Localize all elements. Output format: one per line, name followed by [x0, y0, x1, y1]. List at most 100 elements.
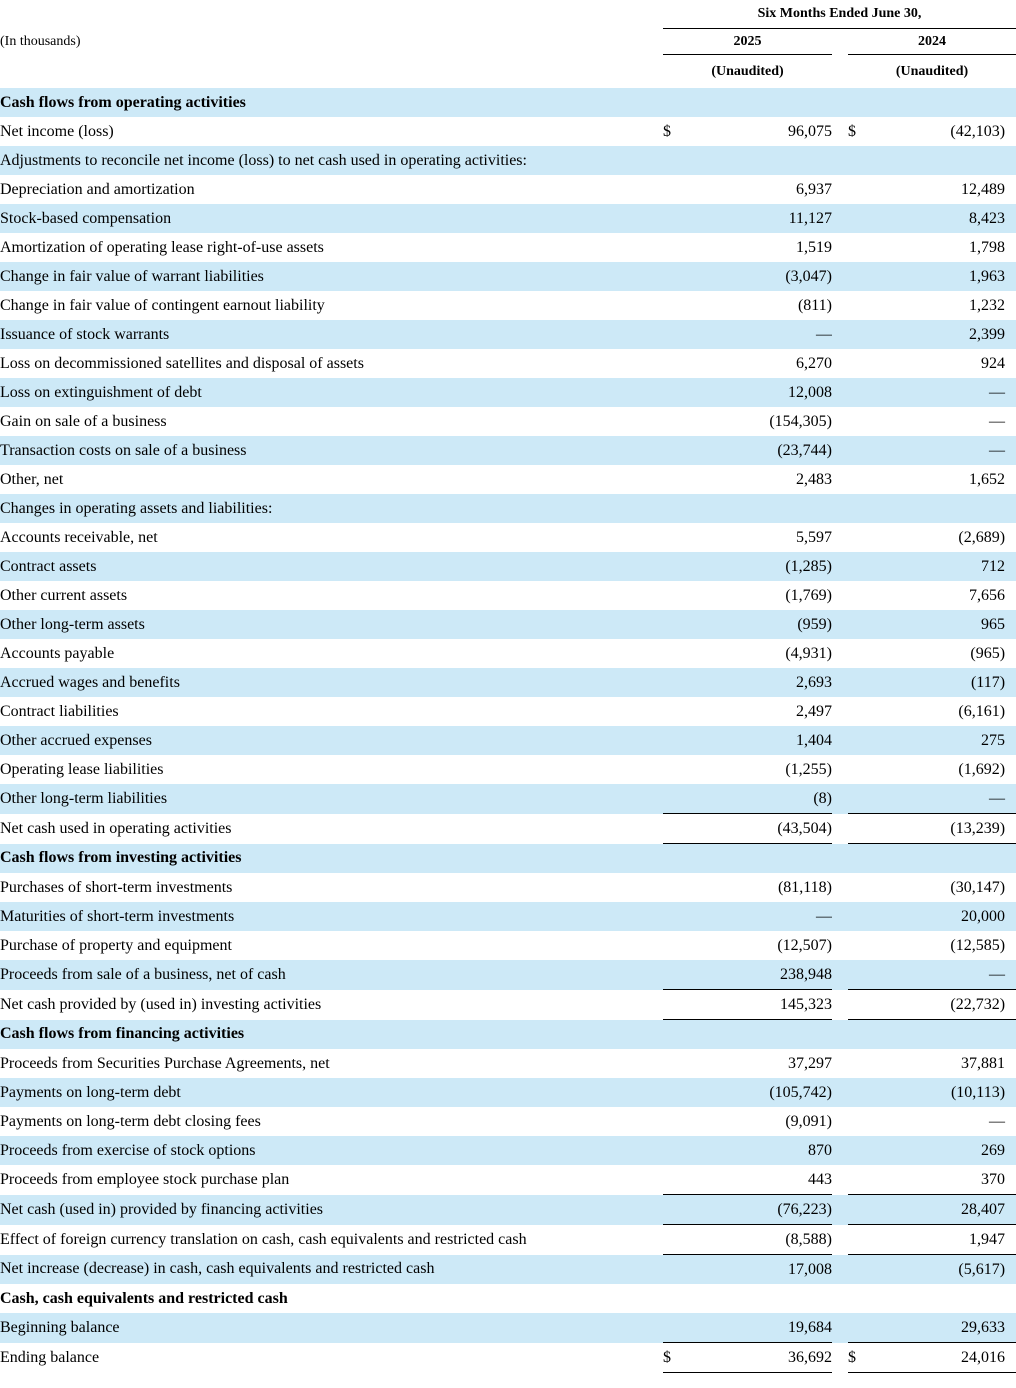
currency-symbol-2024 — [848, 291, 878, 320]
currency-symbol-2025 — [663, 233, 693, 262]
column-gap — [832, 552, 848, 581]
value-2024: (10,113) — [878, 1078, 1016, 1107]
currency-symbol-2025 — [663, 697, 693, 726]
row-label: Stock-based compensation — [0, 204, 663, 233]
column-gap — [832, 902, 848, 931]
currency-symbol-2024 — [848, 668, 878, 697]
period-header-row: Six Months Ended June 30, — [0, 0, 1016, 29]
column-gap — [832, 1313, 848, 1343]
currency-symbol-2025 — [663, 1136, 693, 1165]
currency-symbol-2025 — [663, 320, 693, 349]
column-gap — [832, 55, 848, 89]
value-2024: 1,232 — [969, 296, 1006, 314]
table-row: Proceeds from sale of a business, net of… — [0, 960, 1016, 990]
currency-symbol-2025 — [663, 1078, 693, 1107]
value-2024: (42,103) — [950, 122, 1006, 140]
value-2025: (4,931) — [785, 644, 832, 662]
row-label: Loss on decommissioned satellites and di… — [0, 354, 364, 372]
value-2024: 24,016 — [878, 1342, 1016, 1373]
table-row: Effect of foreign currency translation o… — [0, 1224, 1016, 1255]
table-row: Cash flows from investing activities — [0, 843, 1016, 873]
currency-symbol-2024 — [848, 349, 878, 378]
row-label: Cash flows from investing activities — [0, 843, 663, 873]
currency-symbol-2024 — [848, 1284, 878, 1313]
currency-symbol-2024 — [848, 639, 878, 668]
currency-symbol-2024 — [848, 204, 878, 233]
row-label: Ending balance — [0, 1348, 100, 1366]
row-label: Change in fair value of warrant liabilit… — [0, 262, 663, 291]
currency-symbol-2024 — [848, 262, 878, 291]
currency-symbol-2024 — [848, 552, 878, 581]
value-2025: (959) — [693, 610, 832, 639]
table-row: Ending balance $ 36,692 $ 24,016 — [0, 1342, 1016, 1373]
value-2024 — [878, 843, 1016, 873]
column-gap — [832, 784, 848, 814]
value-2024: 712 — [878, 552, 1016, 581]
row-label: Payments on long-term debt — [0, 1078, 663, 1107]
value-2024 — [878, 1284, 1016, 1313]
column-gap — [832, 610, 848, 639]
value-2024: 1,652 — [969, 470, 1006, 488]
currency-symbol-2025 — [663, 902, 693, 931]
value-2024: — — [989, 412, 1006, 430]
value-2025: (23,744) — [693, 436, 832, 465]
currency-symbol-2024 — [848, 1019, 878, 1049]
currency-symbol-2024 — [848, 1194, 878, 1225]
row-label: Issuance of stock warrants — [0, 320, 663, 349]
row-label: Purchases of short-term investments — [0, 878, 233, 896]
value-2024: — — [878, 784, 1016, 814]
row-label: Effect of foreign currency translation o… — [0, 1230, 527, 1248]
row-label: Other, net — [0, 470, 64, 488]
column-gap — [832, 639, 848, 668]
row-label: Net cash used in operating activities — [0, 819, 232, 837]
currency-symbol-2024 — [848, 1313, 878, 1343]
column-gap — [832, 1254, 848, 1284]
table-row: Proceeds from Securities Purchase Agreem… — [0, 1049, 1016, 1078]
currency-symbol-2024 — [848, 1078, 878, 1107]
value-2024: 37,881 — [961, 1054, 1006, 1072]
row-label: Accounts receivable, net — [0, 528, 158, 546]
currency-symbol-2024 — [848, 931, 878, 960]
currency-symbol-2024 — [848, 960, 878, 990]
table-row: Transaction costs on sale of a business … — [0, 436, 1016, 465]
currency-symbol-2024 — [848, 610, 878, 639]
row-label: Transaction costs on sale of a business — [0, 436, 663, 465]
currency-symbol-2025 — [663, 639, 693, 668]
table-row: Purchases of short-term investments (81,… — [0, 873, 1016, 902]
row-label: Accounts payable — [0, 644, 115, 662]
value-2024: 12,489 — [961, 180, 1006, 198]
currency-symbol-2025 — [663, 843, 693, 873]
column-gap — [832, 378, 848, 407]
value-2024: 20,000 — [878, 902, 1016, 931]
value-2025: (76,223) — [693, 1194, 832, 1225]
value-2024: (22,732) — [878, 989, 1016, 1020]
currency-symbol-2025 — [663, 349, 693, 378]
value-2025: 5,597 — [796, 528, 832, 546]
value-2024: 275 — [878, 726, 1016, 755]
column-gap — [832, 494, 848, 523]
currency-symbol-2025 — [663, 726, 693, 755]
currency-symbol-2024 — [848, 233, 878, 262]
value-2024: — — [878, 960, 1016, 990]
table-row: Adjustments to reconcile net income (los… — [0, 146, 1016, 175]
column-gap — [832, 88, 848, 117]
column-gap — [832, 843, 848, 873]
table-row: Accounts payable (4,931) (965) — [0, 639, 1016, 668]
row-label: Other current assets — [0, 586, 128, 604]
row-label: Other accrued expenses — [0, 726, 663, 755]
currency-symbol-2025 — [663, 146, 693, 175]
value-2024: 2,399 — [878, 320, 1016, 349]
value-2024 — [878, 494, 1016, 523]
currency-symbol-2024 — [848, 1049, 878, 1078]
table-row: Issuance of stock warrants — 2,399 — [0, 320, 1016, 349]
value-2024: 28,407 — [878, 1194, 1016, 1225]
table-row: Changes in operating assets and liabilit… — [0, 494, 1016, 523]
value-2025: 145,323 — [693, 989, 832, 1020]
currency-symbol-2024 — [848, 523, 878, 552]
currency-symbol-2025 — [663, 291, 693, 320]
table-row: Purchase of property and equipment (12,5… — [0, 931, 1016, 960]
value-2024: — — [878, 378, 1016, 407]
value-2024: 1,798 — [969, 238, 1006, 256]
unaudited-header-row: (Unaudited) (Unaudited) — [0, 55, 1016, 89]
period-header: Six Months Ended June 30, — [663, 0, 1016, 29]
